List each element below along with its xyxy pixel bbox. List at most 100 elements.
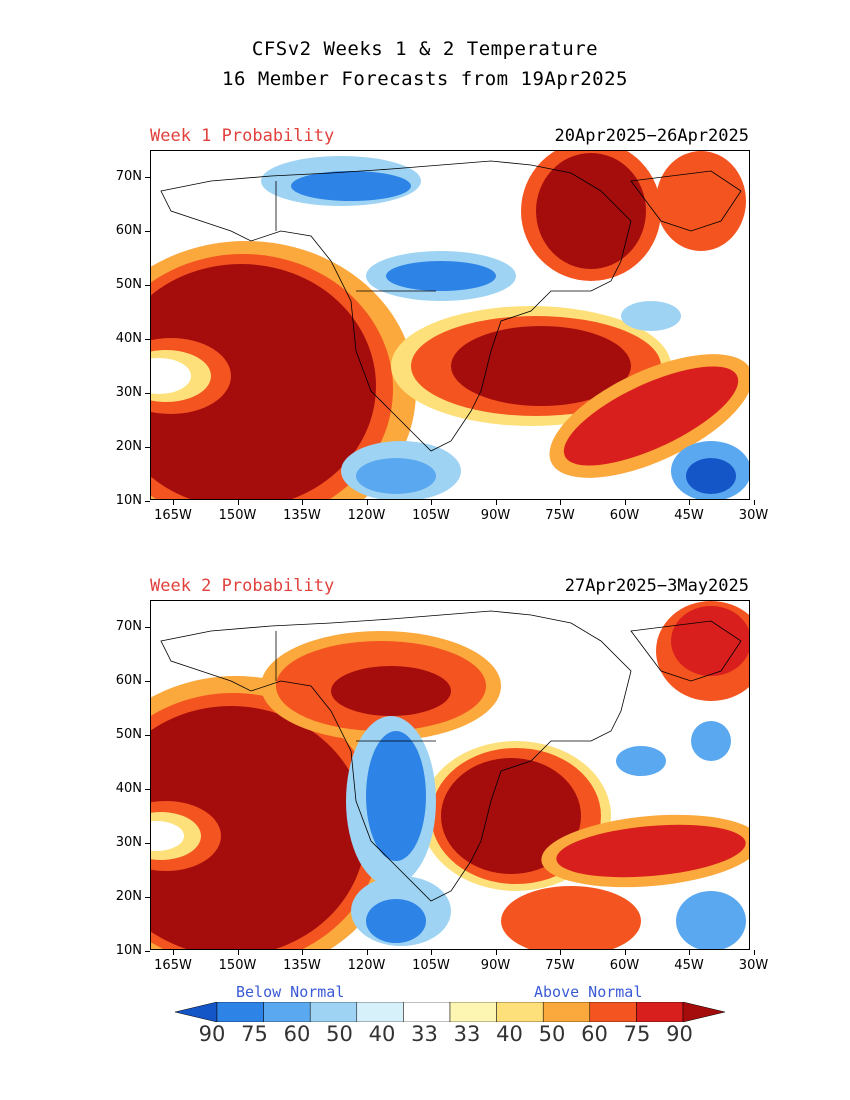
lon-label-1-9: 30W [738,958,769,973]
lat-label-0-6: 10N [115,493,142,508]
lat-tick [145,501,150,502]
lon-tick [431,950,432,955]
lon-label-1-4: 105W [412,958,450,973]
lon-tick [173,500,174,505]
chart-title-line1: CFSv2 Weeks 1 & 2 Temperature [251,38,599,60]
legend-swatch-3 [309,1002,358,1022]
legend-swatch-8 [542,1002,591,1022]
lon-label-0-8: 45W [674,508,704,523]
lat-label-1-1: 60N [115,673,142,688]
lon-label-0-4: 105W [412,508,450,523]
lon-label-1-2: 135W [283,958,321,973]
legend-number-7: 40 [496,1022,523,1046]
week1-map [150,150,750,500]
legend-number-5: 33 [411,1022,438,1046]
week2-map [150,600,750,950]
week1-coastlines [160,160,742,452]
lon-tick [366,500,368,505]
legend-number-3: 50 [326,1022,353,1046]
lon-tick [302,950,303,955]
lon-tick [560,500,561,505]
lat-label-0-0: 70N [115,169,142,184]
lat-label-0-1: 60N [115,223,142,238]
chart-title-line2: 16 Member Forecasts from 19Apr2025 [222,68,628,90]
lon-label-1-5: 90W [480,958,511,973]
lat-tick [145,951,150,952]
lon-tick [495,500,497,505]
lat-label-1-2: 50N [115,727,142,742]
lat-label-0-2: 50N [115,277,142,292]
lat-label-1-6: 10N [115,943,142,958]
lat-tick [145,339,150,340]
legend-swatch-1 [216,1002,264,1022]
lon-label-0-6: 75W [545,508,575,523]
lon-tick [237,950,239,955]
lon-label-0-1: 150W [218,508,257,523]
lon-tick [560,950,561,955]
legend-number-9: 60 [581,1022,608,1046]
lat-tick [145,735,150,736]
lat-label-0-3: 40N [115,331,142,346]
legend-number-4: 40 [368,1022,396,1046]
lon-tick [495,950,497,955]
lon-tick [753,500,755,505]
lon-label-0-5: 90W [480,508,511,523]
legend-number-11: 90 [666,1022,693,1046]
lon-tick [302,500,303,505]
lat-label-1-4: 30N [115,835,142,850]
lon-label-0-2: 135W [283,508,321,523]
legend-swatch-0 [175,1002,218,1022]
lat-label-1-3: 40N [115,781,142,796]
week2-coastlines [160,610,742,902]
lon-tick [431,500,432,505]
lat-tick [145,627,150,628]
legend-number-2: 60 [283,1022,311,1046]
lat-label-1-0: 70N [115,619,142,634]
lon-tick [173,950,174,955]
week2-label: Week 2 Probability [150,576,335,596]
week2-probability-field [151,601,749,949]
legend-swatch-2 [263,1002,311,1022]
lon-tick [689,500,690,505]
lon-label-1-7: 60W [609,958,640,973]
week1-label: Week 1 Probability [150,126,335,146]
lon-tick [689,950,690,955]
legend-swatch-7 [496,1002,544,1022]
lon-label-0-0: 165W [154,508,192,523]
lat-tick [145,177,150,178]
lat-tick [145,285,150,286]
lat-tick [145,393,150,394]
legend-swatch-9 [589,1002,637,1022]
lon-label-0-9: 30W [738,508,769,523]
lon-tick [366,950,368,955]
lon-tick [753,950,755,955]
lat-tick [145,843,150,844]
legend-above-label: Above Normal [534,983,643,1001]
legend-swatch-4 [356,1002,404,1022]
color-legend-bar [175,1002,725,1022]
legend-swatch-5 [403,1002,451,1022]
lon-label-1-3: 120W [347,958,386,973]
lat-tick [145,231,150,232]
legend-swatch-6 [449,1002,497,1022]
lat-label-1-5: 20N [115,889,142,904]
lon-tick [237,500,239,505]
legend-swatch-10 [636,1002,684,1022]
legend-below-label: Below Normal [236,983,345,1001]
lon-label-1-6: 75W [545,958,575,973]
lon-label-0-3: 120W [347,508,386,523]
legend-number-1: 75 [241,1022,268,1046]
lon-label-1-1: 150W [218,958,257,973]
lat-tick [145,681,150,682]
week1-probability-field [151,151,749,499]
lon-label-1-0: 165W [154,958,192,973]
legend-swatch-11 [682,1002,725,1022]
week2-dates: 27Apr2025−3May2025 [564,576,749,596]
lat-tick [145,789,150,790]
legend-number-0: 90 [198,1022,226,1046]
legend-number-8: 50 [538,1022,566,1046]
lat-label-0-4: 30N [115,385,142,400]
week1-dates: 20Apr2025−26Apr2025 [554,126,749,146]
lon-label-0-7: 60W [609,508,640,523]
lat-label-0-5: 20N [115,439,142,454]
